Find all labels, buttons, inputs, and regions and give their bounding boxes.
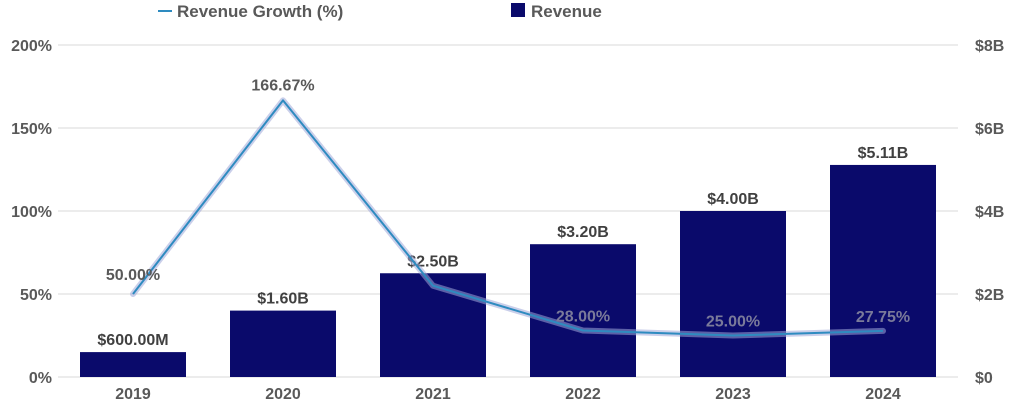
right-tick-label: $6B (975, 121, 1004, 138)
revenue-bars (80, 164, 936, 377)
x-tick-label: 2024 (865, 386, 901, 403)
left-axis: 0% 50% 100% 150% 200% (11, 38, 52, 387)
x-tick-label: 2021 (415, 386, 451, 403)
growth-line-label: 27.75% (856, 309, 910, 326)
right-tick-label: $4B (975, 204, 1004, 221)
gridlines (58, 44, 958, 378)
right-tick-label: $8B (975, 38, 1004, 55)
revenue-bar (380, 273, 486, 377)
right-tick-label: $2B (975, 287, 1004, 304)
legend-growth-label: Revenue Growth (%) (177, 2, 343, 21)
revenue-bar-label: $600.00M (97, 332, 168, 349)
left-tick-label: 0% (29, 370, 52, 387)
revenue-bar (530, 244, 636, 377)
x-tick-label: 2019 (115, 386, 151, 403)
growth-line-label: 25.00% (706, 314, 760, 331)
legend-revenue-label: Revenue (531, 2, 602, 21)
growth-line-labels: 50.00% 166.67% 28.00% 25.00% 27.75% (106, 77, 910, 330)
legend-bar-swatch (511, 3, 525, 17)
revenue-bar-label: $4.00B (707, 191, 759, 208)
left-tick-label: 200% (11, 38, 52, 55)
growth-line-path (132, 99, 884, 337)
growth-line-label: 50.00% (106, 267, 160, 284)
x-tick-label: 2020 (265, 386, 301, 403)
right-axis: $0 $2B $4B $6B $8B (975, 38, 1004, 387)
growth-line (130, 97, 886, 339)
revenue-bar (80, 352, 186, 377)
revenue-bar-label: $3.20B (557, 224, 609, 241)
revenue-bar-labels: $600.00M$1.60B$2.50B$3.20B$4.00B$5.11B (97, 145, 908, 349)
revenue-bar (830, 164, 936, 377)
left-tick-label: 150% (11, 121, 52, 138)
growth-line-label: 166.67% (251, 77, 314, 94)
left-tick-label: 50% (20, 287, 52, 304)
x-tick-label: 2023 (715, 386, 751, 403)
left-tick-label: 100% (11, 204, 52, 221)
revenue-bar-label: $1.60B (257, 291, 309, 308)
revenue-bar (230, 310, 336, 377)
x-tick-label: 2022 (565, 386, 601, 403)
right-tick-label: $0 (975, 370, 993, 387)
x-axis: 2019 2020 2021 2022 2023 2024 (115, 386, 901, 403)
revenue-bar (680, 211, 786, 377)
growth-line-label: 28.00% (556, 309, 610, 326)
legend: Revenue Growth (%) Revenue (158, 2, 602, 21)
revenue-bar-label: $5.11B (858, 145, 909, 162)
